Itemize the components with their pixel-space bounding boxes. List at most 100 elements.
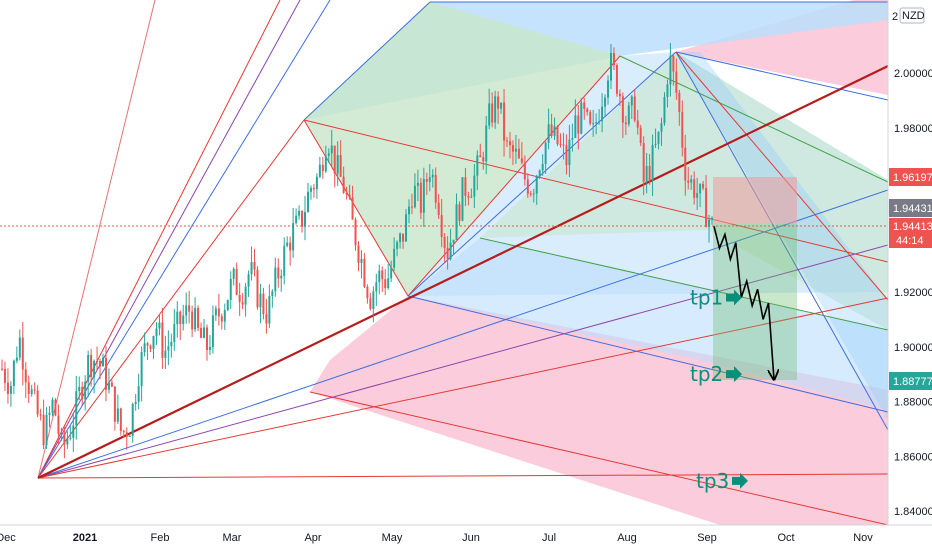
candle-body (402, 233, 405, 242)
time-tick-label: Nov (853, 532, 873, 544)
candle-body (711, 217, 713, 220)
candle-body (666, 84, 669, 97)
candle-body (473, 175, 476, 197)
price-badge-target-box (889, 372, 932, 390)
pitchfork-lines (303, 1, 888, 525)
candle-body (535, 176, 538, 194)
candle-body (639, 127, 642, 144)
candle-body (176, 311, 179, 325)
candle-body (399, 233, 402, 243)
price-badge-top-level-box (889, 168, 932, 186)
candle-body (366, 286, 369, 299)
candle-body (678, 92, 681, 112)
main-trend-line[interactable] (37, 65, 888, 479)
candle-body (214, 308, 217, 316)
candle-body (217, 308, 220, 317)
candle-body (113, 386, 116, 422)
candle-body (434, 174, 437, 203)
candle-body (592, 123, 595, 125)
short-position-stop-zone[interactable] (713, 177, 797, 224)
candle-body (27, 382, 30, 394)
candle-body (226, 299, 229, 311)
candle-body (321, 164, 324, 172)
candle-body (604, 97, 607, 107)
time-tick-label: Dec (0, 532, 16, 544)
candle-body (262, 293, 265, 315)
candle-body (630, 96, 633, 106)
candle-body (96, 360, 99, 362)
candle-body (491, 103, 494, 123)
candle-body (277, 267, 280, 279)
time-tick-label: May (382, 532, 403, 544)
candle-body (372, 291, 375, 309)
candle-body (609, 53, 612, 81)
candle-body (550, 124, 553, 136)
candle-body (437, 202, 440, 216)
candle-body (396, 242, 399, 249)
candle-body (476, 155, 479, 176)
candle-body (208, 347, 211, 350)
candle-body (18, 337, 21, 358)
price-tick-label: 1.88000 (894, 397, 932, 409)
candle-body (146, 343, 149, 346)
candle-body (191, 311, 194, 330)
candle-body (636, 120, 639, 128)
candle-body (63, 433, 66, 445)
candle-body (657, 131, 660, 144)
candle-body (99, 360, 102, 367)
candle-body (583, 102, 586, 109)
candle-body (164, 350, 167, 358)
candle-body (229, 278, 232, 300)
short-position-target-zone[interactable] (713, 224, 797, 380)
candle-body (244, 286, 247, 305)
candle-body (684, 147, 687, 181)
candle-body (482, 157, 485, 162)
candle-body (194, 308, 197, 330)
candle-body (553, 126, 556, 136)
candle-body (449, 242, 452, 260)
candle-body (568, 139, 571, 166)
candle-body (125, 432, 128, 437)
candle-body (705, 188, 708, 228)
candle-body (104, 357, 107, 390)
candle-body (45, 414, 48, 446)
candle-body (428, 177, 431, 182)
projected-price-path (713, 226, 774, 379)
candle-body (565, 145, 568, 166)
candle-body (390, 267, 393, 279)
candle-body (107, 382, 110, 390)
candle-body (508, 141, 511, 146)
candle-body (381, 270, 384, 280)
price-badge-top-level: 1.96197 (889, 168, 932, 186)
candle-body (547, 124, 550, 143)
candle-body (357, 245, 360, 263)
candle-body (660, 123, 663, 132)
candle-body (149, 345, 152, 349)
currency-label: NZD (902, 10, 925, 22)
candle-body (330, 145, 333, 154)
time-tick-label: Feb (151, 532, 170, 544)
candle-body (544, 142, 547, 164)
candle-body (122, 430, 125, 433)
candle-body (223, 310, 226, 322)
candle-body (315, 176, 318, 190)
candle-body (645, 165, 648, 182)
candle-body (577, 115, 580, 134)
take-profit-label-tp3: tp3 (696, 469, 729, 493)
candle-body (54, 399, 57, 416)
currency-tag: 2 NZD (892, 7, 925, 24)
candle-body (556, 126, 559, 145)
candle-body (280, 275, 283, 279)
candle-body (351, 197, 354, 220)
candle-body (624, 122, 627, 125)
price-tick-label: 1.90000 (894, 342, 932, 354)
take-profit-arrow-icon (726, 289, 742, 306)
candle-body (446, 247, 449, 260)
time-tick-label: 2021 (73, 532, 97, 544)
price-badge-countdown-text: 44:14 (896, 235, 924, 247)
price-tick-label: 1.86000 (894, 451, 932, 463)
candle-body (75, 391, 78, 426)
candle-body (663, 96, 666, 124)
candle-body (467, 195, 470, 198)
